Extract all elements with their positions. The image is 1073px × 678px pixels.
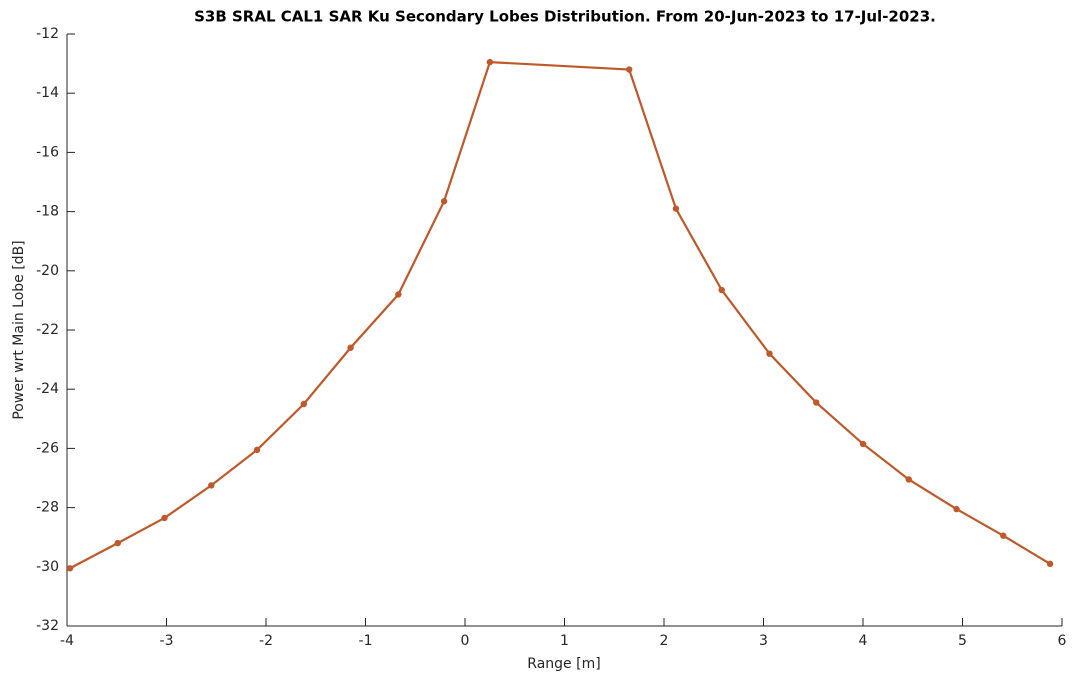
data-point (672, 205, 680, 212)
x-tick-label: 2 (660, 633, 669, 649)
series-line (69, 60, 1051, 570)
y-tick-label: -28 (36, 500, 59, 516)
x-tick-label: -3 (160, 633, 174, 649)
x-tick-label: 5 (958, 633, 967, 649)
y-tick-label: -32 (36, 618, 59, 634)
y-tick-label: -24 (36, 381, 59, 397)
y-tick-label: -26 (36, 440, 59, 456)
y-tick-label: -12 (36, 26, 59, 42)
data-point (208, 482, 215, 489)
data-point (347, 344, 354, 351)
data-point (859, 440, 867, 448)
x-tick-label: 1 (560, 633, 569, 649)
data-point (395, 291, 402, 298)
data-point (486, 58, 494, 66)
y-tick-label: -22 (36, 322, 59, 338)
y-tick-label: -16 (36, 144, 59, 160)
data-point (766, 350, 773, 357)
x-tick-label: -4 (60, 633, 74, 649)
data-point (440, 198, 448, 205)
x-tick-label: 0 (461, 633, 470, 649)
x-tick-label: 6 (1058, 633, 1067, 649)
y-axis-label: Power wrt Main Lobe [dB] (11, 240, 27, 419)
x-axis-label: Range [m] (527, 656, 600, 672)
data-point (905, 476, 912, 483)
data-point (161, 514, 168, 522)
data-point (1046, 560, 1054, 568)
data-point (66, 565, 74, 572)
data-point (114, 539, 121, 547)
x-tick-label: 4 (859, 633, 868, 649)
data-point (625, 66, 633, 73)
y-tick-label: -20 (36, 263, 59, 279)
x-tick-label: -2 (259, 633, 273, 649)
data-point (953, 505, 960, 513)
data-point (253, 446, 261, 454)
data-point (300, 400, 308, 408)
data-point (1000, 532, 1007, 539)
y-tick-label: -14 (36, 85, 59, 101)
y-tick-label: -30 (36, 559, 59, 575)
data-point (718, 286, 725, 294)
data-point (813, 399, 820, 406)
y-tick-label: -18 (36, 204, 59, 220)
chart-title: S3B SRAL CAL1 SAR Ku Secondary Lobes Dis… (194, 8, 936, 26)
x-tick-label: 3 (759, 633, 768, 649)
x-tick-label: -1 (359, 633, 373, 649)
